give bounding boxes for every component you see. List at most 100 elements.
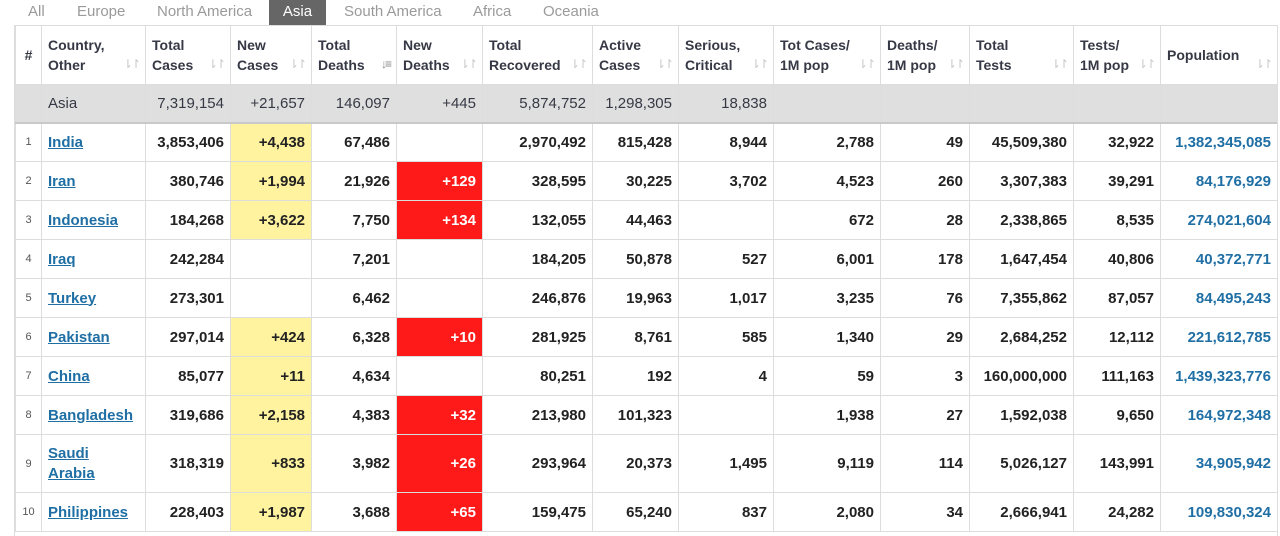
col-header-deaths-per-1m[interactable]: Deaths/1M pop ⇂↾ (880, 25, 970, 85)
total-recovered-cell: 184,205 (482, 239, 593, 279)
sort-icon[interactable]: ⇂↾ (1050, 57, 1069, 71)
table-row: 6 Pakistan 297,014 +424 6,328 +10 281,925 8,761… (15, 317, 1277, 357)
sort-icon[interactable]: ⇂↾ (459, 57, 478, 71)
continent-total-deaths: 146,097 (311, 84, 397, 124)
country-link[interactable]: Turkey (48, 289, 97, 307)
empty-cell (969, 84, 1074, 124)
country-link[interactable]: India (48, 133, 84, 151)
active-cases-cell: 101,323 (592, 395, 679, 435)
header-label: Cases (237, 57, 279, 73)
country-link[interactable]: Philippines (48, 503, 129, 521)
country-link[interactable]: Bangladesh (48, 406, 134, 424)
country-cell: Saudi Arabia (41, 434, 146, 493)
tab-oceania[interactable]: Oceania (543, 3, 599, 20)
col-header-total-recovered[interactable]: Total Recovered ⇂↾ (482, 25, 593, 85)
tab-europe[interactable]: Europe (77, 3, 126, 20)
col-header-cases-per-1m[interactable]: Tot Cases/1M pop ⇂↾ (773, 25, 881, 85)
col-header-country[interactable]: Country, Other ⇂↾ (41, 25, 146, 85)
continent-new-cases: +21,657 (230, 84, 312, 124)
total-deaths-cell: 3,982 (311, 434, 397, 493)
table-row: 4 Iraq 242,284 7,201 184,205 50,878 527 6,001 17… (15, 239, 1277, 279)
continent-name: Asia (41, 84, 146, 124)
tab-asia[interactable]: Asia (269, 0, 326, 25)
sort-icon[interactable]: ⇂↾ (750, 57, 769, 71)
country-link[interactable]: Indonesia (48, 211, 119, 229)
total-tests-cell: 1,647,454 (969, 239, 1074, 279)
total-recovered-cell: 293,964 (482, 434, 593, 493)
total-tests-cell: 7,355,862 (969, 278, 1074, 318)
population-cell: 1,439,323,776 (1160, 356, 1277, 396)
new-deaths-cell: +129 (396, 161, 483, 201)
col-header-active-cases[interactable]: Active Cases ⇂↾ (592, 25, 679, 85)
sort-icon[interactable]: ⇂↾ (946, 57, 965, 71)
deaths-per-1m-cell: 27 (880, 395, 970, 435)
deaths-per-1m-cell: 260 (880, 161, 970, 201)
sort-icon[interactable]: ⇂↾ (288, 57, 307, 71)
total-tests-cell: 2,684,252 (969, 317, 1074, 357)
country-cell: Philippines (41, 492, 146, 532)
tests-per-1m-cell: 111,163 (1073, 356, 1161, 396)
empty-cell (1160, 84, 1277, 124)
country-link[interactable]: Iran (48, 172, 76, 190)
rank-cell: 10 (15, 492, 42, 532)
sort-icon[interactable]: ⇂↾ (1137, 57, 1156, 71)
country-link[interactable]: China (48, 367, 90, 385)
population-cell: 164,972,348 (1160, 395, 1277, 435)
country-link[interactable]: Pakistan (48, 328, 110, 346)
sort-icon[interactable]: ⇂↾ (857, 57, 876, 71)
sort-icon[interactable]: ⇂↾ (655, 57, 674, 71)
country-cell: Indonesia (41, 200, 146, 240)
deaths-per-1m-cell: 28 (880, 200, 970, 240)
total-deaths-cell: 21,926 (311, 161, 397, 201)
total-cases-cell: 184,268 (145, 200, 231, 240)
tab-africa[interactable]: Africa (473, 3, 512, 20)
table-row: 8 Bangladesh 319,686 +2,158 4,383 +32 213,980 1… (15, 395, 1277, 435)
active-cases-cell: 19,963 (592, 278, 679, 318)
col-header-new-cases[interactable]: New Cases ⇂↾ (230, 25, 312, 85)
active-cases-cell: 44,463 (592, 200, 679, 240)
active-cases-cell: 20,373 (592, 434, 679, 493)
col-header-serious[interactable]: Serious, Critical ⇂↾ (678, 25, 774, 85)
col-header-tests-per-1m[interactable]: Tests/1M pop ⇂↾ (1073, 25, 1161, 85)
header-label: Total (976, 37, 1009, 53)
col-header-total-deaths[interactable]: Total Deaths ↓≡ (311, 25, 397, 85)
rank-cell: 2 (15, 161, 42, 201)
table-row: 5 Turkey 273,301 6,462 246,876 19,963 1,017 3,2… (15, 278, 1277, 318)
rank-cell: 3 (15, 200, 42, 240)
tests-per-1m-cell: 12,112 (1073, 317, 1161, 357)
tab-all[interactable]: All (28, 3, 45, 20)
header-label: 1M pop (1080, 57, 1129, 73)
total-recovered-cell: 213,980 (482, 395, 593, 435)
col-header-total-cases[interactable]: Total Cases ⇂↾ (145, 25, 231, 85)
total-recovered-cell: 281,925 (482, 317, 593, 357)
country-link[interactable]: Iraq (48, 250, 76, 268)
active-cases-cell: 192 (592, 356, 679, 396)
cases-per-1m-cell: 1,340 (773, 317, 881, 357)
new-deaths-cell: +134 (396, 200, 483, 240)
sort-active-icon[interactable]: ↓≡ (380, 57, 392, 71)
new-cases-cell: +424 (230, 317, 312, 357)
country-link[interactable]: Saudi Arabia (48, 444, 95, 482)
tab-south-america[interactable]: South America (344, 3, 442, 20)
col-header-population[interactable]: Population ⇂↾ (1160, 25, 1277, 85)
col-header-total-tests[interactable]: Total Tests ⇂↾ (969, 25, 1074, 85)
country-cell: Bangladesh (41, 395, 146, 435)
header-label: Serious, (685, 37, 741, 53)
total-tests-cell: 2,666,941 (969, 492, 1074, 532)
total-recovered-cell: 159,475 (482, 492, 593, 532)
header-label: New (403, 37, 432, 53)
new-deaths-cell: +26 (396, 434, 483, 493)
tab-north-america[interactable]: North America (157, 3, 253, 20)
deaths-per-1m-cell: 114 (880, 434, 970, 493)
tests-per-1m-cell: 9,650 (1073, 395, 1161, 435)
header-label: Deaths (318, 57, 365, 73)
total-cases-cell: 3,853,406 (145, 122, 231, 162)
sort-icon[interactable]: ⇂↾ (569, 57, 588, 71)
deaths-per-1m-cell: 49 (880, 122, 970, 162)
sort-icon[interactable]: ⇂↾ (207, 57, 226, 71)
sort-icon[interactable]: ⇂↾ (122, 57, 141, 71)
col-header-new-deaths[interactable]: New Deaths ⇂↾ (396, 25, 483, 85)
country-cell: India (41, 122, 146, 162)
serious-cell: 1,017 (678, 278, 774, 318)
sort-icon[interactable]: ⇂↾ (1254, 57, 1273, 71)
